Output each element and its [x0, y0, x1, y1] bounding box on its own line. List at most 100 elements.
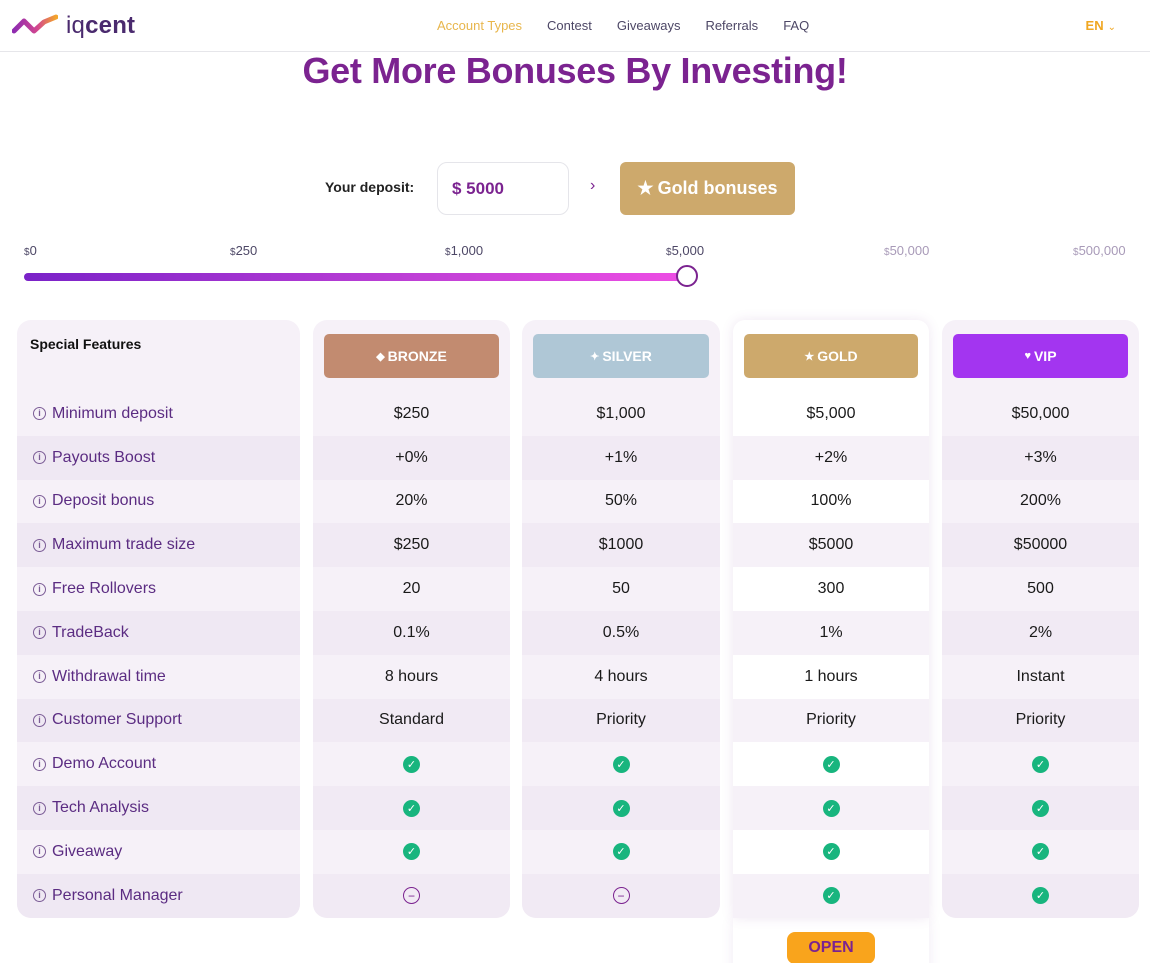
features-column: Special Features i Minimum deposit i Payout…	[17, 320, 300, 918]
tier-value: +2%	[814, 448, 848, 466]
info-icon[interactable]: i	[33, 889, 46, 903]
tier-value: 50%	[604, 492, 638, 510]
tier-value: Priority	[596, 711, 646, 729]
tier-header: ♥ VIP	[942, 320, 1139, 392]
tier-cell: 200%	[942, 480, 1139, 524]
feature-label: Demo Account	[52, 755, 157, 773]
tier-value: 20	[402, 580, 421, 598]
tier-header: ★ GOLD	[733, 320, 929, 392]
tier-button-gold[interactable]: ★ GOLD	[744, 334, 918, 378]
tier-value: 1 hours	[804, 667, 858, 685]
info-icon[interactable]: i	[33, 494, 46, 508]
tier-cell: ✓	[733, 742, 929, 787]
tier-cell: +3%	[942, 435, 1139, 480]
deposit-input[interactable]	[437, 162, 569, 215]
tier-cell: +2%	[733, 435, 929, 480]
feature-row-personal-manager: i Personal Manager	[17, 873, 300, 918]
tier-value: 0.1%	[393, 623, 430, 641]
tier-value: Instant	[1016, 667, 1065, 685]
nav-account-types[interactable]: Account Types	[437, 18, 523, 33]
check-icon: ✓	[1032, 755, 1049, 773]
logo-text-prefix: iq	[66, 12, 86, 39]
slider-tick[interactable]: $0	[24, 243, 37, 258]
feature-label: Free Rollovers	[52, 580, 157, 598]
header: iqcent Account Types Contest Giveaways R…	[0, 0, 1150, 52]
tier-value: +0%	[395, 448, 428, 466]
tier-value: +1%	[604, 448, 638, 466]
info-icon[interactable]: i	[33, 407, 46, 421]
info-icon[interactable]: i	[33, 670, 46, 684]
tier-cell: $1000	[522, 523, 720, 568]
feature-label: Payouts Boost	[52, 448, 156, 466]
tier-name: GOLD	[817, 348, 858, 364]
tier-value: Priority	[1015, 711, 1066, 729]
arrow-right-icon: ›	[590, 177, 596, 194]
info-icon[interactable]: i	[33, 582, 46, 596]
tier-cell: 50	[522, 567, 720, 611]
tier-cell: ✓	[522, 786, 720, 830]
slider-tick[interactable]: $5,000	[666, 243, 704, 258]
slider-tick[interactable]: $50,000	[884, 243, 929, 258]
slider-tick[interactable]: $250	[230, 243, 257, 258]
deposit-slider-track[interactable]	[24, 273, 687, 281]
check-icon: ✓	[822, 843, 840, 861]
chevron-down-icon: ⌄	[1107, 22, 1116, 33]
tier-cell: 500	[942, 567, 1139, 611]
info-icon[interactable]: i	[33, 801, 46, 815]
feature-label: Customer Support	[52, 711, 182, 729]
feature-row-giveaway: i Giveaway	[17, 830, 300, 874]
logo[interactable]: iqcent	[12, 12, 135, 40]
language-selector[interactable]: EN ⌄	[1086, 18, 1116, 33]
slider-tick[interactable]: $500,000	[1073, 243, 1126, 258]
language-label: EN	[1085, 18, 1104, 33]
tier-cell: ✓	[313, 830, 510, 874]
tier-cell: +0%	[313, 435, 510, 480]
slider-tick[interactable]: $1,000	[445, 243, 483, 258]
logo-icon	[12, 14, 58, 34]
nav-giveaways[interactable]: Giveaways	[616, 18, 681, 33]
tier-cell: ✓	[733, 786, 929, 830]
currency-symbol: $	[884, 247, 890, 258]
info-icon[interactable]: i	[33, 845, 46, 859]
tier-value: 4 hours	[594, 667, 648, 685]
feature-row-deposit-bonus: i Deposit bonus	[17, 480, 300, 524]
tier-value: $50,000	[1011, 404, 1070, 422]
slider-tick-value: 1,000	[450, 243, 484, 258]
feature-label: Deposit bonus	[52, 492, 155, 510]
tier-button-vip[interactable]: ♥ VIP	[953, 334, 1128, 378]
currency-symbol: $	[445, 247, 451, 258]
tier-button-bronze[interactable]: ◆ BRONZE	[324, 334, 499, 378]
info-icon[interactable]: i	[33, 451, 46, 465]
info-icon[interactable]: i	[33, 626, 46, 640]
tier-cell: ✓	[733, 829, 929, 874]
tier-bonuses-button[interactable]: ★ Gold bonuses	[620, 162, 795, 215]
feature-label: TradeBack	[52, 623, 129, 641]
tier-value: $1,000	[596, 404, 646, 422]
info-icon[interactable]: i	[33, 538, 46, 552]
open-account-button[interactable]: OPEN	[787, 932, 875, 963]
tier-cell: −	[313, 873, 510, 918]
tier-symbol-icon: ✦	[590, 350, 600, 363]
tier-cell: +1%	[522, 435, 720, 480]
feature-label: Personal Manager	[52, 886, 183, 904]
tier-cell: ✓	[313, 742, 510, 786]
tier-cell: ✓	[942, 786, 1139, 830]
feature-row-demo-account: i Demo Account	[17, 742, 300, 786]
check-icon: ✓	[403, 843, 420, 861]
tier-cell: Priority	[942, 698, 1139, 743]
info-icon[interactable]: i	[33, 713, 46, 727]
tier-symbol-icon: ♥	[1024, 350, 1031, 362]
tier-symbol-icon: ◆	[376, 350, 385, 363]
nav-referrals[interactable]: Referrals	[705, 18, 759, 33]
nav-faq[interactable]: FAQ	[783, 18, 810, 33]
nav-contest[interactable]: Contest	[547, 18, 592, 33]
feature-row-withdrawal-time: i Withdrawal time	[17, 655, 300, 699]
deposit-slider-thumb[interactable]	[676, 265, 698, 287]
tier-cell: $1,000	[522, 392, 720, 436]
check-icon: ✓	[403, 799, 420, 817]
slider-tick-value: 250	[235, 243, 258, 258]
info-icon[interactable]: i	[33, 757, 46, 771]
tier-button-silver[interactable]: ✦ SILVER	[533, 334, 709, 378]
features-list: i Minimum deposit i Payouts Boost i Deposit b…	[17, 392, 300, 918]
slider-tick-value: 50,000	[889, 243, 930, 258]
